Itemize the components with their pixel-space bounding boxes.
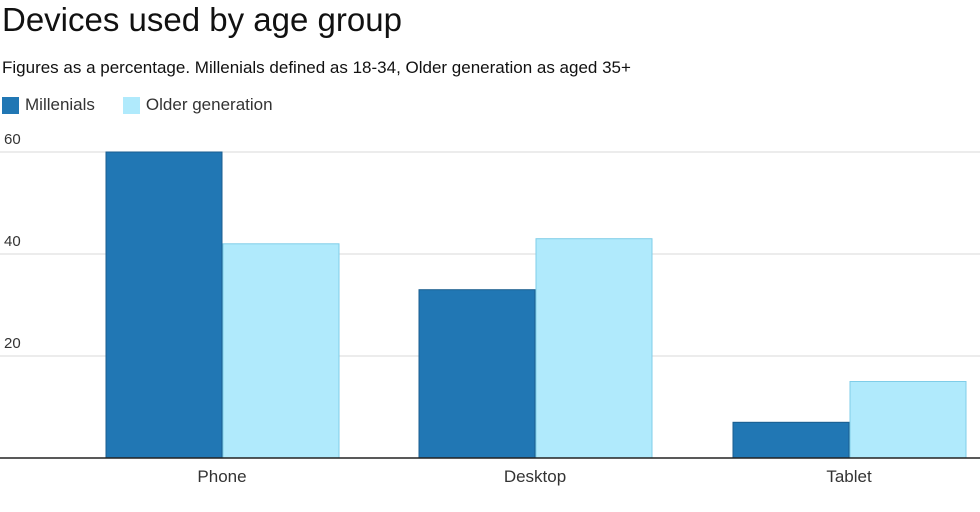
- legend-item-older-generation: Older generation: [122, 95, 273, 115]
- y-tick-label-40: 40: [4, 233, 21, 250]
- chart-subtitle: Figures as a percentage. Millenials defi…: [2, 58, 631, 77]
- legend-swatch-older-generation: [122, 96, 140, 114]
- x-tick-label-phone: Phone: [197, 467, 246, 486]
- legend-item-millenials: Millenials: [2, 95, 95, 115]
- chart-legend: Millenials Older generation: [2, 93, 301, 117]
- x-tick-label-tablet: Tablet: [826, 467, 872, 486]
- legend-label-millenials: Millenials: [25, 95, 95, 114]
- chart-title: Devices used by age group: [2, 1, 402, 38]
- bar-phone-millenials: [105, 151, 223, 459]
- bar-desktop-older-generation: [535, 238, 653, 459]
- bar-desktop-millenials: [418, 289, 536, 459]
- y-tick-label-60: 60: [4, 131, 21, 148]
- y-tick-label-20: 20: [4, 335, 21, 352]
- bar-phone-older-generation: [222, 243, 340, 459]
- x-tick-label-desktop: Desktop: [504, 467, 566, 486]
- bar-tablet-millenials: [732, 421, 850, 459]
- bar-tablet-older-generation: [849, 381, 967, 459]
- legend-label-older-generation: Older generation: [145, 95, 273, 114]
- legend-swatch-millenials: [2, 96, 19, 114]
